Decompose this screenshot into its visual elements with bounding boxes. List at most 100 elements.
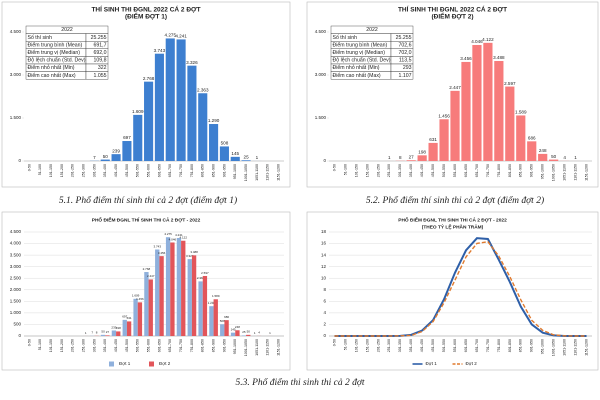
value-label: 248 — [235, 325, 240, 329]
bar — [428, 142, 438, 161]
table-value: 1.055 — [94, 73, 107, 79]
value-label: 631 — [429, 137, 437, 142]
bar — [122, 141, 132, 161]
y-tick-label: 0 — [18, 158, 21, 163]
value-label: 4.241 — [175, 233, 183, 237]
y-tick-label: 4.500 — [315, 29, 327, 34]
x-tick-label: 501-550 — [136, 339, 140, 352]
caption: 5.3. Phổ điểm thi sinh thi cả 2 đợt — [235, 377, 364, 388]
value-label: 3.488 — [190, 250, 198, 254]
y-tick-label: 3.000 — [315, 72, 327, 77]
chart-subtitle: (ĐIỂM ĐỢT 1) — [125, 12, 167, 21]
value-label: 1 — [388, 155, 391, 160]
x-tick-label: 401-450 — [114, 339, 118, 352]
value-label: 2.447 — [147, 274, 155, 278]
y-tick-label: 2.500 — [10, 275, 22, 280]
x-tick-label: 401-450 — [420, 164, 424, 177]
x-tick-label: 551-600 — [147, 339, 151, 352]
legend-label: Đợt 1 — [119, 361, 131, 366]
x-tick-label: 351-400 — [409, 164, 413, 177]
value-label: 27 — [409, 154, 415, 159]
y-tick-label: 4 — [323, 310, 326, 315]
x-tick-label: 1001-1050 — [552, 164, 556, 181]
x-tick-label: 701-750 — [179, 164, 183, 177]
bar — [111, 330, 117, 336]
value-label: 25 — [242, 330, 246, 334]
bar — [450, 90, 460, 161]
x-tick-label: 1051-1100 — [563, 164, 567, 181]
bar — [126, 321, 132, 336]
bar — [155, 249, 160, 336]
x-tick-label: 1001-1050 — [244, 164, 248, 181]
x-tick-label: 101-150 — [49, 164, 53, 177]
table-label: Độ lệch chuẩn (Std. Dev) — [28, 57, 86, 64]
value-label: 3.326 — [186, 60, 198, 65]
chart-frame — [306, 211, 599, 371]
value-label: 50 — [101, 330, 105, 334]
x-tick-label: 1101-1150 — [266, 164, 270, 181]
legend-label: Đợt 2 — [466, 361, 478, 366]
x-tick-label: 351-400 — [103, 164, 107, 177]
table-value: 113,5 — [399, 58, 412, 64]
x-tick-label: 0-50 — [332, 339, 336, 346]
y-tick-label: 3.500 — [10, 252, 22, 257]
bar — [213, 299, 218, 336]
bar — [549, 159, 559, 161]
y-tick-label: 18 — [321, 229, 327, 234]
value-label: 239 — [112, 148, 120, 153]
value-label: 3.326 — [186, 254, 194, 258]
value-label: 50 — [103, 154, 109, 159]
value-label: 1 — [254, 331, 256, 335]
value-label: 8 — [399, 155, 402, 160]
x-tick-label: 301-350 — [398, 339, 402, 352]
y-tick-label: 6 — [323, 299, 326, 304]
value-label: 3.743 — [154, 48, 166, 53]
table-header: 2022 — [366, 27, 378, 33]
x-tick-label: 851-900 — [519, 339, 523, 352]
bar — [219, 146, 229, 161]
y-tick-label: 2.000 — [10, 287, 22, 292]
legend-swatch — [109, 361, 114, 367]
y-tick-label: 0 — [18, 333, 21, 338]
x-tick-label: 101-150 — [354, 339, 358, 352]
bar — [148, 279, 153, 336]
x-tick-label: 801-850 — [201, 339, 205, 352]
bar — [100, 159, 110, 161]
x-tick-label: 551-600 — [453, 339, 457, 352]
x-tick-label: 701-750 — [486, 164, 490, 177]
x-tick-label: 551-600 — [453, 164, 457, 177]
x-tick-label: 201-250 — [71, 164, 75, 177]
table-cell — [85, 71, 109, 80]
bar — [176, 237, 182, 336]
value-label: 145 — [231, 327, 236, 331]
table-label: Độ lệch chuẩn (Std. Dev) — [333, 57, 391, 64]
table-label: Điểm cao nhất (Max) — [28, 72, 76, 79]
x-tick-label: 1001-1050 — [244, 339, 248, 356]
x-tick-label: 801-850 — [508, 339, 512, 352]
chart: THÍ SINH THI ĐGNL 2022 CÁ 2 ĐỢT(ĐIỂM ĐỢT… — [1, 1, 291, 188]
x-tick-label: 301-350 — [92, 164, 96, 177]
bar — [170, 242, 175, 336]
bar — [111, 154, 121, 161]
bar — [505, 86, 515, 161]
x-tick-label: 1051-1100 — [563, 339, 567, 356]
bar — [220, 324, 225, 336]
value-label: 7 — [93, 155, 96, 160]
x-tick-label: 51-100 — [38, 164, 42, 175]
y-tick-label: 2 — [323, 322, 326, 327]
value-label: 4.046 — [169, 237, 177, 241]
value-label: 4.046 — [471, 39, 483, 44]
table-label: Số thí sinh — [28, 35, 53, 41]
legend-label: Đợt 2 — [159, 361, 171, 366]
x-tick-label: 401-450 — [420, 339, 424, 352]
x-tick-label: 601-650 — [464, 339, 468, 352]
bar — [224, 320, 229, 336]
x-tick-label: 801-850 — [201, 164, 205, 177]
chart: PHỔ ĐIỂM ĐGNL THÍ SINH THI CẢ 2 ĐỢT - 20… — [1, 211, 291, 371]
x-tick-label: 501-550 — [442, 164, 446, 177]
y-tick-label: 14 — [321, 252, 327, 257]
x-tick-label: 1151-1200 — [584, 164, 588, 181]
table-label: Điểm trung vị (Median) — [333, 49, 386, 56]
table-cell — [390, 71, 414, 80]
table-value: 702,0 — [399, 50, 412, 56]
